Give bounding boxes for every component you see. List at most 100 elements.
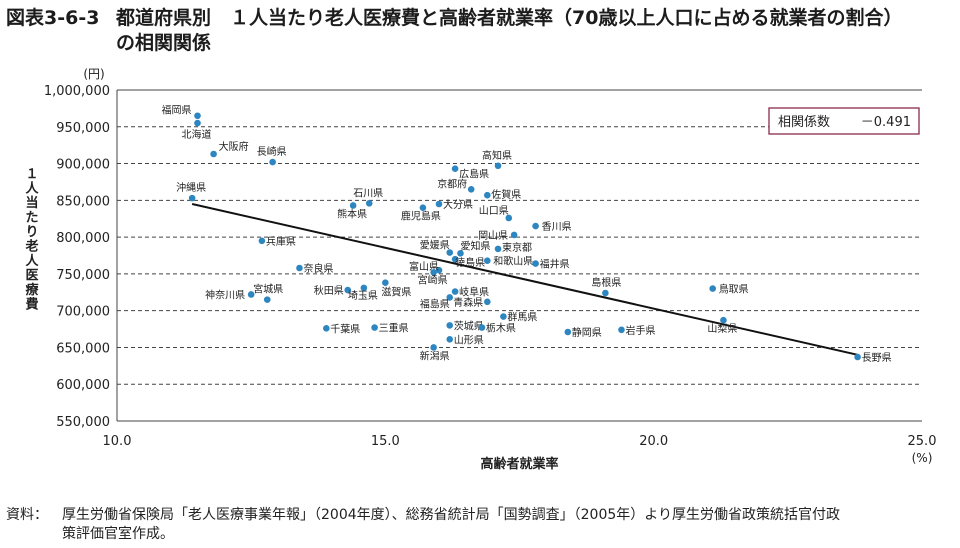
data-point (430, 269, 437, 276)
data-point-label: 愛媛県 (420, 239, 450, 252)
data-point-label: 埼玉県 (348, 289, 378, 302)
title-line-2: の相関関係 (116, 32, 212, 54)
data-point-label: 福島県 (420, 297, 450, 310)
data-point-label: 茨城県 (454, 319, 484, 332)
data-point-label: 愛知県 (460, 239, 490, 252)
data-point (446, 249, 454, 256)
data-point (854, 353, 861, 361)
data-point-label: 滋賀県 (381, 286, 411, 299)
data-point-label: 福井県 (540, 258, 570, 271)
y-tick-label: 700,000 (56, 305, 110, 320)
data-point (532, 260, 539, 267)
data-point (263, 296, 271, 303)
x-tick-label: 20.0 (639, 434, 668, 449)
data-point-label: 大阪府 (219, 140, 249, 153)
data-point (451, 288, 459, 295)
data-point (564, 328, 572, 336)
data-point (194, 112, 201, 120)
x-tick-label: 15.0 (371, 434, 400, 449)
data-point-label: 北海道 (182, 128, 212, 141)
data-point (210, 150, 217, 158)
data-point (419, 204, 427, 211)
data-point (494, 162, 502, 170)
source-text-line-2: 策評価官室作成。 (62, 526, 174, 542)
data-point (457, 249, 464, 257)
data-point-label: 千葉県 (330, 322, 360, 335)
data-point (484, 298, 491, 306)
data-point-label: 新潟県 (420, 349, 450, 362)
y-tick-label: 1,000,000 (44, 84, 110, 99)
data-point (296, 264, 303, 272)
data-point-label: 山口県 (479, 205, 509, 217)
data-point-label: 栃木県 (486, 322, 516, 335)
data-point (602, 289, 609, 297)
data-point-label: 岐阜県 (459, 286, 489, 299)
data-point (446, 336, 454, 343)
y-axis-title-char: 療 (25, 282, 39, 298)
data-point (371, 324, 378, 331)
y-tick-label: 950,000 (56, 121, 110, 136)
data-point (247, 291, 255, 298)
data-point-label: 島根県 (591, 276, 621, 289)
data-point-label: 熊本県 (337, 207, 367, 220)
x-unit-label: (%) (912, 451, 933, 465)
data-point-label: 三重県 (379, 322, 409, 335)
data-point-label: 大分県 (443, 198, 473, 211)
y-tick-label: 850,000 (56, 194, 110, 209)
data-point-label: 神奈川県 (205, 288, 245, 301)
data-point (484, 191, 491, 199)
data-point-label: 和歌山県 (493, 255, 533, 268)
correlation-value: －0.491 (861, 115, 911, 130)
x-tick-label: 10.0 (103, 434, 132, 449)
data-point (188, 194, 196, 202)
data-point-label: 長野県 (862, 352, 892, 364)
data-point (532, 222, 539, 230)
data-point-label: 秋田県 (314, 284, 344, 297)
correlation-box (768, 107, 920, 135)
data-point (360, 284, 368, 292)
data-point (478, 324, 486, 331)
data-point (494, 245, 502, 253)
chart-title: 図表3-6-3 都道府県別 １人当たり老人医療費と高齢者就業率（70歳以上人口に占… (6, 6, 902, 56)
data-point (720, 316, 727, 324)
data-point-label: 広島県 (459, 168, 489, 181)
correlation-label: 相関係数 (778, 115, 830, 130)
data-point (365, 199, 373, 207)
y-axis-title-char: 老 (24, 239, 38, 255)
data-point-label: 長崎県 (257, 145, 287, 158)
data-point-label: 兵庫県 (266, 235, 296, 248)
data-point-label: 岡山県 (478, 230, 508, 242)
y-tick-label: 800,000 (56, 231, 110, 246)
data-point-label: 山梨県 (707, 322, 737, 335)
source-text-line-1: 厚生労働省保険局「老人医療事業年報」（2004年度）、総務省統計局「国勢調査」（… (62, 507, 840, 523)
data-point (505, 214, 513, 222)
y-tick-label: 550,000 (56, 415, 110, 430)
data-point (510, 231, 518, 239)
data-point (382, 279, 389, 287)
data-point-label: 青森県 (453, 296, 483, 309)
data-point-label: 徳島県 (455, 256, 485, 269)
data-point-label: 鹿児島県 (401, 210, 441, 223)
data-point (349, 202, 357, 209)
data-point-label: 高知県 (482, 149, 512, 162)
y-tick-label: 750,000 (56, 268, 110, 283)
trendline (191, 203, 858, 356)
data-point-label: 山形県 (454, 334, 484, 346)
y-axis-title-char: 当 (25, 195, 38, 211)
data-point-label: 福岡県 (162, 104, 192, 117)
data-point (446, 322, 454, 329)
y-axis-title-char: １ (25, 167, 38, 182)
y-axis-title-char: 人 (25, 253, 39, 269)
data-point (446, 294, 454, 301)
data-point-label: 石川県 (353, 187, 383, 199)
y-axis-title-char: 費 (25, 297, 38, 313)
data-point (323, 325, 330, 332)
y-tick-label: 900,000 (56, 158, 110, 173)
data-point-label: 東京都 (502, 241, 532, 254)
data-point (618, 326, 625, 334)
data-point (484, 257, 491, 264)
data-point (430, 344, 437, 351)
data-point-label: 宮城県 (253, 283, 283, 296)
title-line-1: 都道府県別 １人当たり老人医療費と高齢者就業率（70歳以上人口に占める就業者の割… (116, 7, 903, 29)
